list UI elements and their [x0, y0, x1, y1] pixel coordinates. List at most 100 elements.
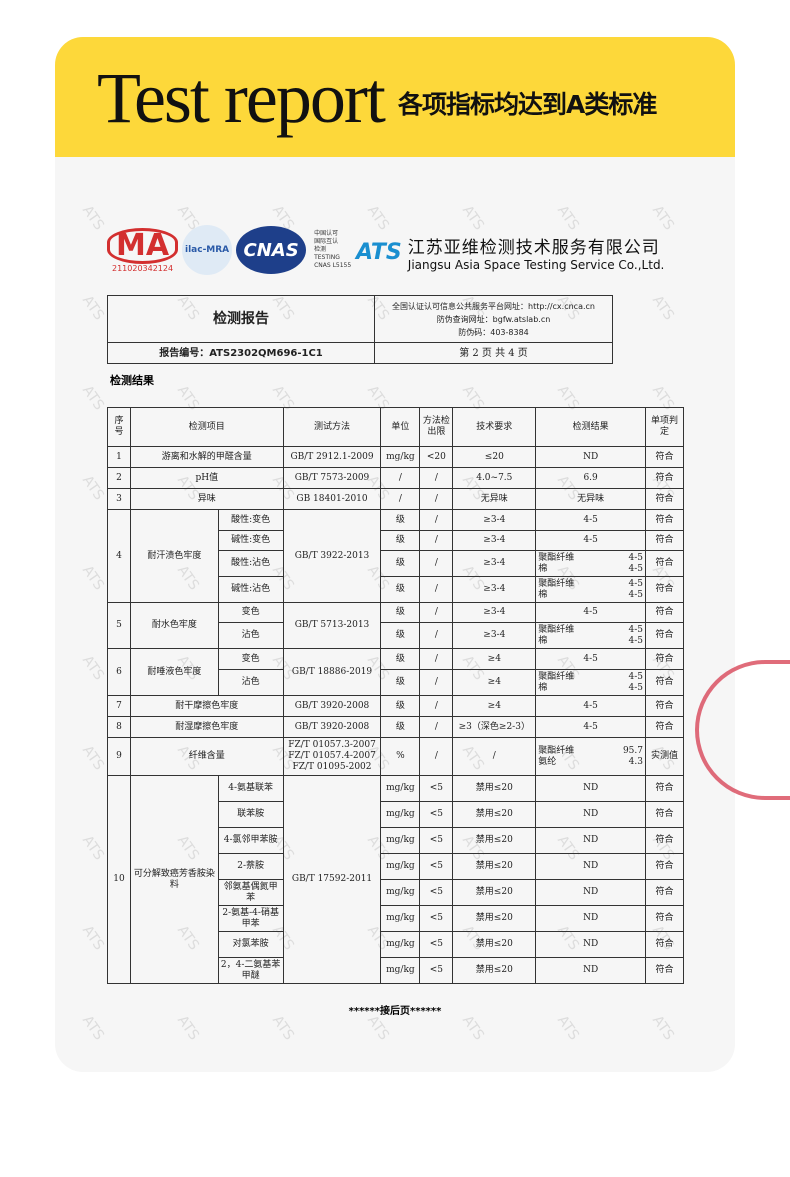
result-line: 聚酯纤维 4-5 [538, 625, 643, 636]
verdict: 符合 [645, 550, 684, 577]
certification-logos: MA 211020342124 ilac-MRA CNAS 中国认可 国际互认 检… [107, 225, 351, 275]
column-header: 单项判定 [645, 407, 684, 447]
company-name-en: Jiangsu Asia Space Testing Service Co.,L… [407, 258, 665, 272]
cnas-note-line: 检测 [314, 246, 327, 253]
fiber-name: 聚酯纤维 [538, 578, 575, 589]
fiber-name: 棉 [538, 682, 548, 693]
verdict: 符合 [645, 669, 684, 696]
test-sub-item: 变色 [217, 602, 284, 623]
verdict: 符合 [645, 602, 684, 623]
fiber-name: 聚酯纤维 [538, 745, 575, 756]
watermark: ATS [78, 832, 107, 864]
verdict: 符合 [645, 905, 684, 932]
verdict: 符合 [645, 446, 684, 468]
requirement: 无异味 [452, 488, 537, 510]
fiber-value: 4-5 [628, 624, 644, 635]
info-line: 全国认证认可信息公共服务平台网址：http://cx.cnca.cn [392, 301, 595, 311]
unit: 级 [380, 602, 421, 623]
test-result: 聚酯纤维 4-5 棉 4-5 [535, 576, 646, 603]
results-table: 序号 检测项目 测试方法 单位 方法检出限 技术要求 检测结果 单项判定 1 游离和水解的甲醛含量… [107, 407, 684, 984]
table-row: 邻氨基偶氮甲苯 mg/kg <5 禁用≤20 ND 符合 [108, 879, 684, 906]
verdict: 符合 [645, 576, 684, 603]
unit: mg/kg [380, 801, 421, 828]
test-method: GB/T 17592-2011 [282, 775, 382, 984]
test-result: 聚酯纤维 4-5 棉 4-5 [535, 622, 646, 649]
watermark: ATS [268, 1012, 297, 1044]
unit: mg/kg [380, 931, 421, 958]
test-sub-item: 酸性:变色 [217, 509, 284, 531]
test-result: ND [535, 446, 646, 468]
test-item: 异味 [129, 488, 284, 510]
fiber-value: 95.7 [622, 745, 643, 756]
row-number: 2 [107, 467, 131, 489]
test-result: ND [535, 853, 646, 880]
requirement: 禁用≤20 [452, 827, 537, 854]
unit: / [380, 488, 421, 510]
requirement: 4.0~7.5 [452, 467, 537, 489]
test-sub-item: 4-氯邻甲苯胺 [217, 827, 284, 854]
result-line: 聚酯纤维 4-5 [538, 579, 643, 590]
test-sub-item: 4-氨基联苯 [217, 775, 284, 802]
fiber-name: 聚酯纤维 [538, 624, 575, 635]
test-sub-item: 碱性:变色 [217, 530, 284, 551]
fiber-value: 4.3 [628, 756, 643, 767]
table-row: 9 纤维含量 FZ/T 01057.3-2007 FZ/T 01057.4-2007… [107, 737, 684, 776]
verdict: 符合 [645, 648, 684, 670]
watermark: ATS [648, 292, 677, 324]
detection-limit: / [419, 530, 454, 551]
table-row: 6 耐唾液色牢度 变色 GB/T 18886-2019 级 / ≥4 4-5 符合 [107, 648, 684, 696]
test-result: ND [535, 827, 646, 854]
test-result: 聚酯纤维 4-5 棉 4-5 [535, 669, 646, 696]
test-result: 聚酯纤维 95.7 氨纶 4.3 [535, 737, 646, 776]
test-result: 6.9 [535, 467, 646, 489]
fiber-value: 4-5 [628, 552, 644, 563]
column-header: 检测项目 [129, 407, 284, 447]
test-result: ND [535, 801, 646, 828]
requirement: ≥4 [452, 669, 537, 696]
detection-limit: / [419, 737, 454, 776]
watermark: ATS [648, 1012, 677, 1044]
fiber-value: 4-5 [628, 635, 644, 646]
test-method: GB/T 5713-2013 [282, 602, 382, 649]
unit: mg/kg [380, 853, 421, 880]
report-info: 全国认证认可信息公共服务平台网址：http://cx.cnca.cn 防伪查询网… [374, 295, 613, 343]
detection-limit: / [419, 509, 454, 531]
verdict: 符合 [645, 879, 684, 906]
red-stamp [695, 660, 790, 800]
fiber-name: 聚酯纤维 [538, 552, 575, 563]
column-header: 检测结果 [535, 407, 646, 447]
unit: 级 [380, 695, 421, 717]
table-row: 2，4-二氨基苯甲醚 mg/kg <5 禁用≤20 ND 符合 [108, 957, 684, 984]
test-result: 4-5 [535, 530, 646, 551]
row-number: 10 [107, 775, 131, 984]
unit: 级 [380, 622, 421, 649]
table-row: 5 耐水色牢度 变色 GB/T 5713-2013 级 / ≥3-4 4-5 符合 [107, 602, 684, 649]
test-result: 4-5 [535, 509, 646, 531]
test-item: 耐干摩擦色牢度 [129, 695, 284, 717]
verdict: 符合 [645, 509, 684, 531]
detection-limit: <5 [419, 905, 454, 932]
test-method: GB/T 3920-2008 [282, 695, 382, 717]
detection-limit: / [419, 695, 454, 717]
column-header: 方法检出限 [419, 407, 454, 447]
test-result: 无异味 [535, 488, 646, 510]
banner-subtitle: 各项指标均达到A类标准 [398, 90, 657, 119]
ilac-logo: ilac-MRA [182, 225, 233, 275]
result-line: 棉 4-5 [538, 590, 643, 601]
requirement: ≥3（深色≥2-3） [452, 716, 537, 738]
report-info-table: 检测报告 全国认证认可信息公共服务平台网址：http://cx.cnca.cn … [107, 295, 613, 364]
unit: 级 [380, 716, 421, 738]
column-header: 单位 [380, 407, 421, 447]
detection-limit: <5 [419, 931, 454, 958]
requirement: 禁用≤20 [452, 879, 537, 906]
unit: % [380, 737, 421, 776]
test-method: GB/T 18886-2019 [282, 648, 382, 696]
unit: mg/kg [380, 775, 421, 802]
column-header: 测试方法 [282, 407, 382, 447]
fiber-value: 4-5 [628, 682, 644, 693]
watermark: ATS [648, 202, 677, 234]
test-sub-item: 变色 [217, 648, 284, 670]
info-line: 防伪码：403-8384 [458, 327, 529, 337]
cnas-note-line: CNAS L5155 [314, 262, 352, 269]
